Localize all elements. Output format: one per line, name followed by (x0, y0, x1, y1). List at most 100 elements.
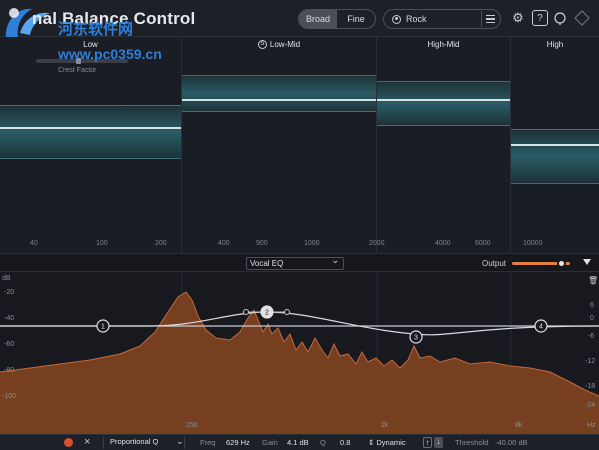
power-icon[interactable] (64, 438, 73, 447)
close-icon[interactable]: × (84, 436, 91, 448)
spectrum-fill (0, 292, 599, 434)
solo-icon[interactable]: S (257, 40, 267, 50)
mode-broad-button[interactable]: Broad (299, 10, 337, 28)
dynamic-up-button[interactable]: ↑ (423, 437, 432, 448)
freq-tick: 100 (96, 240, 108, 247)
watermark-text: 河东软件网 (58, 21, 134, 38)
target-range (511, 129, 599, 184)
mode-fine-button[interactable]: Fine (347, 14, 365, 24)
band-high[interactable]: High 10000 (511, 37, 599, 253)
freq-tick: 6000 (475, 240, 491, 247)
freq-tick: 900 (256, 240, 268, 247)
chevron-down-icon[interactable]: ⌄ (176, 436, 184, 446)
db-label-right: -18 (585, 383, 596, 390)
crest-factor-knob[interactable] (76, 58, 81, 64)
eq-node-label: 3 (414, 335, 418, 342)
threshold-label: Threshold (455, 438, 489, 447)
crest-factor-label: Crest Factor (58, 67, 97, 74)
crest-factor-slider[interactable] (36, 58, 128, 64)
watermark-logo-icon (5, 8, 50, 39)
assistant-icon[interactable] (574, 10, 590, 26)
freq-tick: 400 (218, 240, 230, 247)
freq-tick: 10000 (523, 240, 543, 247)
eq-preset-select[interactable]: Vocal EQ (246, 255, 344, 270)
freq-label: Freq (200, 438, 216, 447)
freq-label: 8k (515, 422, 523, 429)
band-label: High-Mid (427, 40, 460, 49)
band-label: Low (83, 40, 98, 49)
eq-node-label: 1 (101, 324, 105, 331)
freq-label: 2k (381, 422, 389, 429)
db-label-right: 0 (590, 315, 594, 322)
gain-label: Gain (262, 438, 278, 447)
target-menu-button[interactable] (481, 11, 499, 27)
freq-value[interactable]: 629 Hz (226, 438, 250, 447)
db-label: dB (2, 275, 11, 282)
db-label-right: -6 (588, 333, 595, 340)
freq-label: 250 (186, 422, 198, 429)
freq-tick: 2000 (369, 240, 385, 247)
freq-tick: 40 (30, 240, 38, 247)
eq-display[interactable]: 1 2 3 4 dB -20 -40 -60 -80 -100 🗑 6 0 -6… (0, 272, 599, 434)
dynamic-down-button[interactable]: ↓ (434, 437, 443, 448)
freq-tick: 1000 (304, 240, 320, 247)
band-label: High (546, 40, 564, 49)
eq-node-2 (260, 305, 274, 319)
gain-value[interactable]: 4.1 dB (287, 438, 309, 447)
level-line (182, 99, 376, 101)
eq-node-4 (534, 319, 548, 333)
dynamic-label: Dynamic (376, 438, 406, 447)
level-line (377, 99, 510, 101)
filter-shape-select[interactable]: Proportional Q (103, 437, 185, 449)
threshold-value[interactable]: -40.00 dB (495, 438, 528, 447)
db-label-right: -24 (585, 402, 596, 409)
watermark-url: www.pc0359.cn (58, 46, 162, 62)
eq-graph[interactable]: 1 2 3 4 (0, 272, 599, 434)
collapse-arrow-icon[interactable] (583, 259, 591, 265)
db-label-right: 6 (590, 302, 594, 309)
db-label-right: -12 (585, 358, 596, 365)
band-low-mid[interactable]: S Low-Mid 400 900 1000 (182, 37, 377, 253)
eq-control-bar: Vocal EQ Output (0, 253, 599, 272)
dynamic-icon: ⇕ (368, 438, 375, 447)
output-label: Output (482, 259, 507, 268)
band-label-text: Low-Mid (269, 40, 301, 49)
db-label: -40 (4, 315, 15, 322)
gear-icon[interactable]: ⚙ (512, 10, 524, 25)
target-curve-select[interactable]: Rock (383, 9, 501, 29)
db-label: -100 (2, 393, 17, 400)
eq-node-label: 4 (539, 324, 543, 331)
db-label: -80 (4, 367, 15, 374)
help-icon[interactable]: ? (532, 10, 548, 26)
level-line (0, 127, 181, 129)
freq-label: Hz (587, 422, 596, 429)
output-slider[interactable] (512, 259, 570, 268)
target-range (182, 75, 376, 112)
band-high-mid[interactable]: High-Mid 2000 4000 6000 (369, 37, 511, 253)
q-label: Q (320, 438, 326, 447)
target-range (0, 105, 181, 159)
band-low[interactable]: Low Crest Factor 40 100 200 (0, 37, 182, 253)
db-label: -20 (4, 289, 15, 296)
target-curve-value: Rock (406, 14, 427, 24)
band-label: S Low-Mid (182, 40, 376, 50)
trash-icon[interactable]: 🗑 (588, 276, 599, 285)
freq-tick: 200 (155, 240, 167, 247)
eq-node-3 (409, 330, 423, 344)
target-range (377, 81, 510, 126)
output-slider-knob[interactable] (556, 259, 566, 268)
mode-toggle: Broad Fine (298, 9, 376, 29)
dynamic-toggle[interactable]: ⇕ Dynamic (368, 438, 406, 447)
eq-node-1 (96, 319, 110, 333)
app-title: nal Balance Control (32, 9, 196, 28)
node-parameters-bar: × Proportional Q ⌄ Freq 629 Hz Gain 4.1 … (0, 434, 599, 450)
target-icon (392, 14, 401, 24)
eq-curve (0, 311, 599, 336)
freq-tick: 4000 (435, 240, 451, 247)
listen-icon[interactable] (552, 10, 568, 26)
band-meters: Low Crest Factor 40 100 200 S Low-Mid 400… (0, 37, 599, 253)
q-value[interactable]: 0.8 (340, 438, 351, 447)
db-label: -60 (4, 341, 15, 348)
top-bar: nal Balance Control 河东软件网 Broad Fine Roc… (0, 0, 599, 39)
